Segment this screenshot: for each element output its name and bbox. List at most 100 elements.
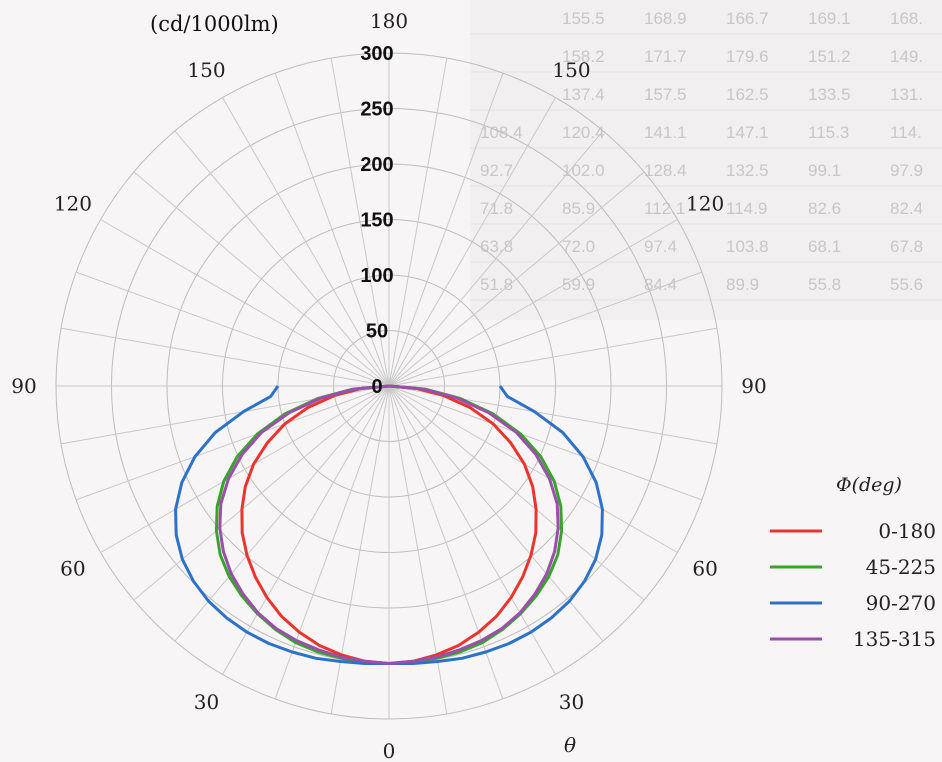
- grid-spoke: [60, 327, 390, 387]
- grid-spoke: [388, 130, 604, 387]
- background-cell: 169.1: [808, 9, 851, 28]
- angle-label: 30: [559, 690, 584, 714]
- angle-label: 0: [383, 739, 396, 762]
- background-cell: 155.5: [562, 9, 605, 28]
- background-cell: 162.5: [726, 85, 769, 104]
- angle-label: 150: [552, 58, 590, 82]
- background-cell: 55.6: [890, 275, 923, 294]
- background-cell: 92.7: [480, 161, 513, 180]
- grid-spoke: [330, 57, 390, 387]
- grid-spoke: [388, 57, 448, 387]
- background-cell: 133.5: [808, 85, 851, 104]
- grid-spoke: [388, 385, 604, 642]
- background-cell: 72.0: [562, 237, 595, 256]
- grid-spoke: [75, 271, 390, 387]
- background-cell: 149.: [890, 47, 923, 66]
- grid-spoke: [388, 327, 718, 387]
- grid-spoke: [388, 72, 504, 387]
- grid-spoke: [388, 385, 645, 601]
- angle-label: 180: [370, 9, 408, 33]
- angle-label: 150: [187, 58, 225, 82]
- background-table-area: [470, 0, 942, 320]
- angle-label: 60: [60, 557, 85, 581]
- background-cell: 131.: [890, 85, 923, 104]
- legend: Φ(deg) 0-180 45-225 90-270 135-315: [770, 474, 936, 651]
- legend-title: Φ(deg): [836, 474, 902, 496]
- grid-spoke: [133, 385, 390, 601]
- radial-tick-label: 200: [360, 154, 393, 176]
- grid-spoke: [133, 171, 390, 387]
- background-cell: 103.8: [726, 237, 769, 256]
- radial-tick-label: 250: [360, 99, 393, 121]
- radial-tick-label: 0: [371, 376, 382, 398]
- radial-tick-label: 300: [360, 43, 393, 65]
- angle-label: 120: [54, 192, 92, 216]
- grid-spoke: [222, 97, 390, 387]
- grid-spoke: [75, 385, 390, 501]
- background-cell: 55.8: [808, 275, 841, 294]
- background-cell: 112.1: [644, 199, 685, 218]
- grid-spoke: [388, 171, 645, 387]
- grid-spoke: [388, 97, 556, 387]
- background-cell: 157.5: [644, 85, 687, 104]
- background-cell: 71.8: [480, 199, 513, 218]
- background-cell: 128.4: [644, 161, 687, 180]
- angle-label: 60: [692, 557, 717, 581]
- background-cell: 132.5: [726, 161, 769, 180]
- background-cell: 63.8: [480, 237, 513, 256]
- background-cell: 171.7: [644, 47, 687, 66]
- background-cell: 82.4: [890, 199, 923, 218]
- radial-tick-label: 50: [366, 321, 388, 343]
- background-cell: 84.4: [644, 275, 677, 294]
- grid-spoke: [388, 385, 504, 700]
- series-line: [218, 384, 560, 665]
- background-cell: 179.6: [726, 47, 769, 66]
- grid-spoke: [274, 385, 390, 700]
- background-cell: 97.4: [644, 237, 677, 256]
- grid-spoke: [388, 385, 703, 501]
- background-cell: 97.9: [890, 161, 923, 180]
- grid-spoke: [388, 219, 678, 387]
- background-cell: 85.9: [562, 199, 595, 218]
- background-cell: 102.0: [562, 161, 605, 180]
- angle-label: 90: [11, 374, 36, 398]
- series-curves: [174, 384, 604, 665]
- grid-spoke: [388, 385, 678, 553]
- grid-spoke: [388, 385, 556, 675]
- grid-spoke: [100, 219, 390, 387]
- background-cell: 158.2: [562, 47, 605, 66]
- grid-spoke: [274, 72, 390, 387]
- grid-spoke: [222, 385, 390, 675]
- background-cell: 114.: [890, 123, 922, 142]
- background-cell: 51.8: [480, 275, 513, 294]
- background-cell: 115.3: [808, 123, 849, 142]
- grid-spoke: [174, 130, 390, 387]
- background-cell: 67.8: [890, 237, 923, 256]
- legend-label: 135-315: [853, 627, 936, 651]
- background-cell: 137.4: [562, 85, 605, 104]
- radial-tick-label: 100: [360, 265, 393, 287]
- theta-symbol: θ: [564, 733, 576, 757]
- background-cell: 82.6: [808, 199, 841, 218]
- grid-spoke: [100, 385, 390, 553]
- angle-label: 120: [686, 192, 724, 216]
- background-cell: 89.9: [726, 275, 759, 294]
- legend-label: 0-180: [878, 519, 936, 543]
- legend-label: 90-270: [866, 591, 936, 615]
- background-cell: 120.4: [562, 123, 605, 142]
- legend-label: 45-225: [866, 555, 936, 579]
- unit-label: (cd/1000lm): [150, 12, 279, 36]
- background-cell: 141.1: [644, 123, 687, 142]
- angle-label: 30: [194, 690, 219, 714]
- angle-label: 90: [741, 374, 766, 398]
- angle-labels: 0 30 60 90 120 150 180 150 120 90 60 30: [11, 9, 766, 762]
- background-cell: 68.1: [808, 237, 841, 256]
- background-table: 155.5 168.9 166.7 169.1 168. 158.2 171.7 179.6 1…: [470, 9, 942, 301]
- background-cell: 168.: [890, 9, 923, 28]
- background-cell: 168.9: [644, 9, 687, 28]
- background-cell: 99.1: [808, 161, 841, 180]
- grid-spoke: [388, 271, 703, 387]
- background-cell: 147.1: [726, 123, 769, 142]
- background-cell: 166.7: [726, 9, 769, 28]
